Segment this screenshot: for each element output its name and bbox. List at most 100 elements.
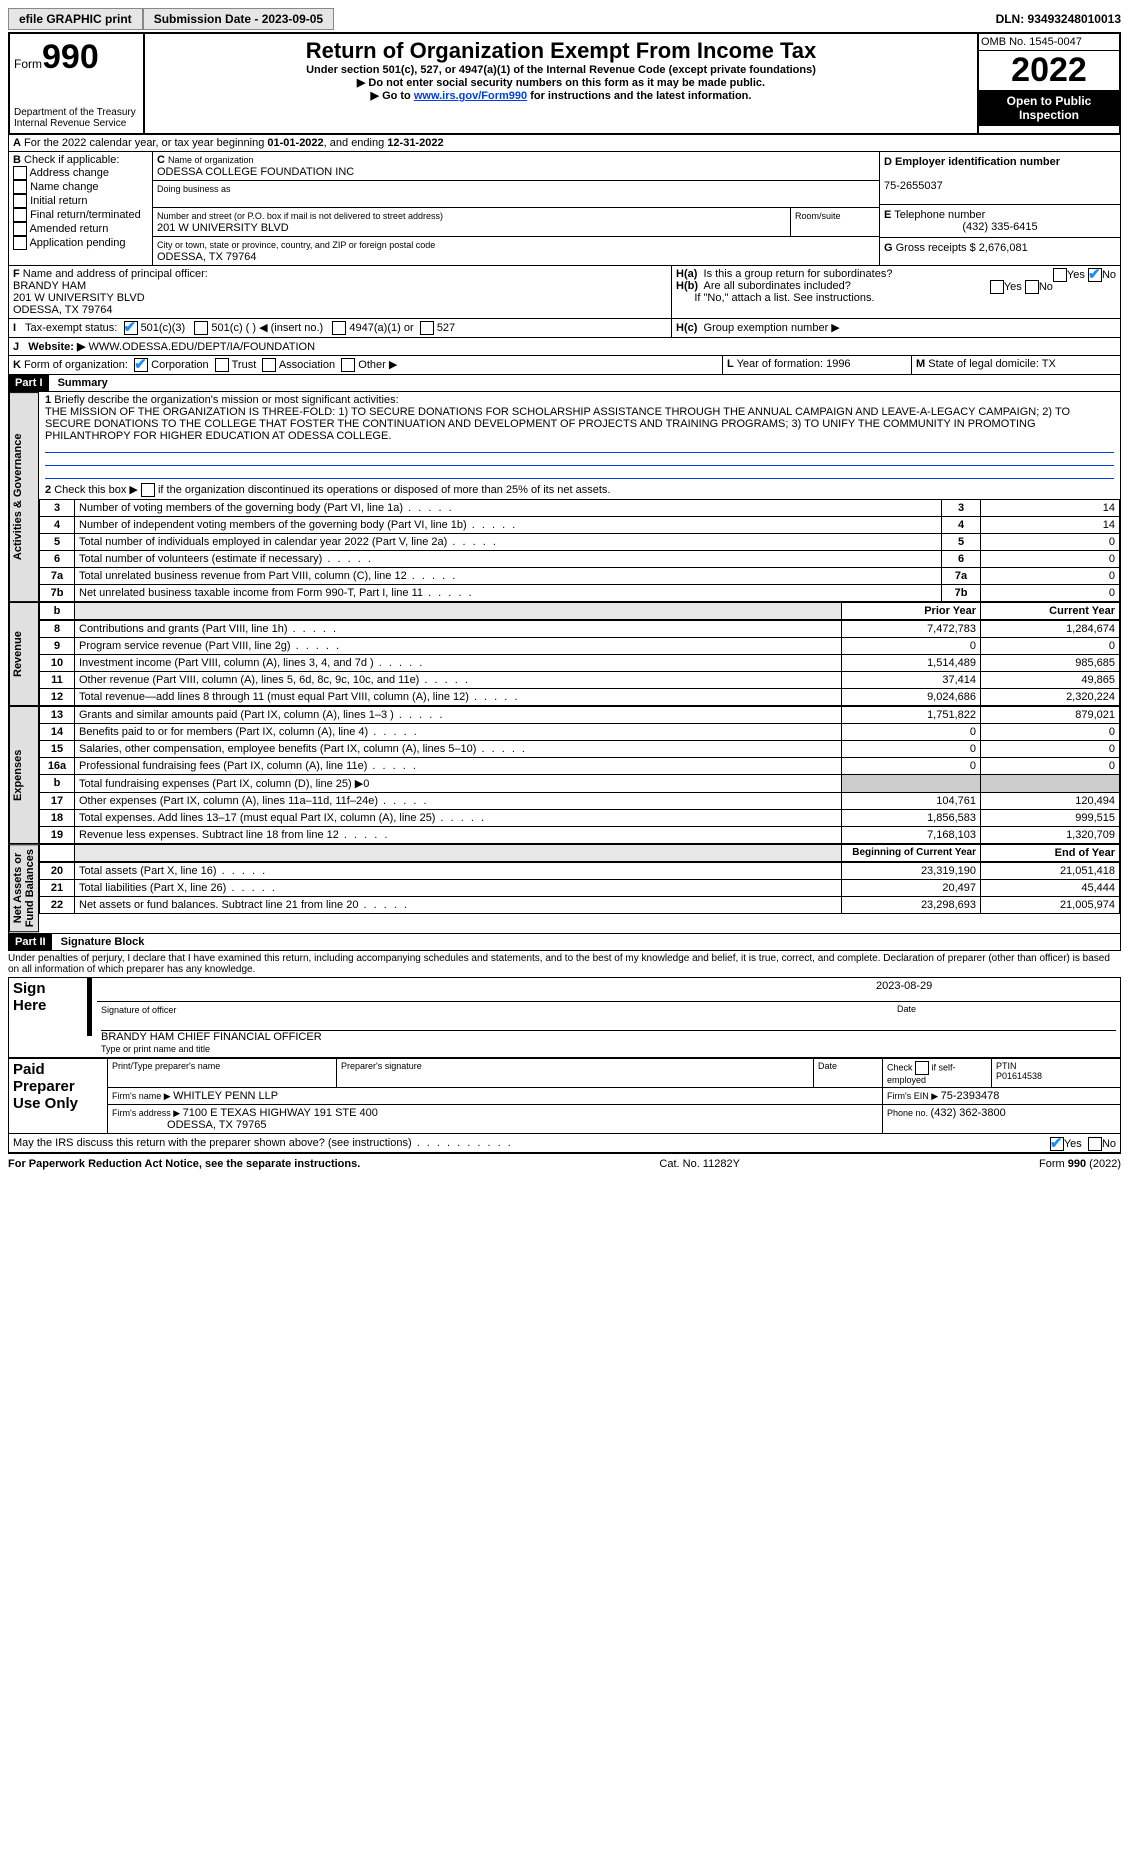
line-text: Total unrelated business revenue from Pa… xyxy=(75,568,942,585)
gross-receipts: 2,676,081 xyxy=(979,242,1028,254)
discuss-text: May the IRS discuss this return with the… xyxy=(13,1137,412,1149)
phone: (432) 335-6415 xyxy=(884,221,1116,233)
part1-header: Part I Summary xyxy=(8,375,1121,392)
ein: 75-2655037 xyxy=(884,180,943,192)
current-value: 879,021 xyxy=(981,707,1120,724)
chk-address[interactable] xyxy=(13,166,27,180)
chk-amended[interactable] xyxy=(13,222,27,236)
chk-initial[interactable] xyxy=(13,194,27,208)
chk-final[interactable] xyxy=(13,208,27,222)
current-value: 21,005,974 xyxy=(981,897,1120,914)
k-other: Other ▶ xyxy=(358,359,397,371)
firm-addr-label: Firm's address ▶ xyxy=(112,1108,183,1118)
officer-addr1: 201 W UNIVERSITY BLVD xyxy=(13,292,145,304)
rev-header-table: bPrior YearCurrent Year xyxy=(39,602,1120,620)
line-value: 0 xyxy=(981,585,1120,602)
a-mid: , and ending xyxy=(324,137,388,149)
goto-prefix: ▶ Go to xyxy=(371,90,414,102)
subtitle2: ▶ Do not enter social security numbers o… xyxy=(149,76,973,89)
form-ref: Form 990 (2022) xyxy=(1039,1158,1121,1170)
part1-title: Summary xyxy=(52,377,108,389)
officer-printed: BRANDY HAM CHIEF FINANCIAL OFFICER xyxy=(101,1031,322,1043)
chk-discuss-no[interactable] xyxy=(1088,1137,1102,1151)
line-text: Professional fundraising fees (Part IX, … xyxy=(75,758,842,775)
omb-number: OMB No. 1545-0047 xyxy=(979,34,1119,51)
vert-rev: Revenue xyxy=(9,602,39,706)
j-label: Website: ▶ xyxy=(28,341,85,353)
opt-pending: Application pending xyxy=(29,237,125,249)
street: 201 W UNIVERSITY BLVD xyxy=(157,222,289,234)
line-text: Program service revenue (Part VIII, line… xyxy=(75,638,842,655)
m-label: State of legal domicile: xyxy=(928,358,1042,370)
line-num: 6 xyxy=(40,551,75,568)
chk-corp[interactable] xyxy=(134,358,148,372)
chk-hb-yes[interactable] xyxy=(990,280,1004,294)
current-value: 45,444 xyxy=(981,880,1120,897)
i-row: I Tax-exempt status: 501(c)(3) 501(c) ( … xyxy=(8,319,1121,338)
chk-assoc[interactable] xyxy=(262,358,276,372)
paid-label: Paid Preparer Use Only xyxy=(13,1061,103,1112)
part2-header: Part II Signature Block xyxy=(8,934,1121,951)
line-num: 10 xyxy=(40,655,75,672)
chk-self-emp[interactable] xyxy=(915,1061,929,1075)
chk-discontinued[interactable] xyxy=(141,483,155,497)
chk-ha-no[interactable] xyxy=(1088,268,1102,282)
k-label: Form of organization: xyxy=(24,359,128,371)
chk-527[interactable] xyxy=(420,321,434,335)
hb-no: No xyxy=(1039,281,1053,293)
line-text: Total number of individuals employed in … xyxy=(75,534,942,551)
submission-date-button[interactable]: Submission Date - 2023-09-05 xyxy=(143,8,334,30)
efile-button[interactable]: efile GRAPHIC print xyxy=(8,8,143,30)
prior-value: 7,168,103 xyxy=(842,827,981,844)
box-num: 3 xyxy=(942,500,981,517)
chk-name[interactable] xyxy=(13,180,27,194)
prep-sig-label: Preparer's signature xyxy=(337,1059,814,1088)
footer: For Paperwork Reduction Act Notice, see … xyxy=(8,1153,1121,1170)
nab-header-table: Beginning of Current YearEnd of Year xyxy=(39,844,1120,862)
current-value: 49,865 xyxy=(981,672,1120,689)
i-4947: 4947(a)(1) or xyxy=(349,322,413,334)
line-num: 8 xyxy=(40,621,75,638)
form-header: Form990 Department of the Treasury Inter… xyxy=(8,34,1121,135)
line-num: 11 xyxy=(40,672,75,689)
line-num: 15 xyxy=(40,741,75,758)
chk-hb-no[interactable] xyxy=(1025,280,1039,294)
chk-pending[interactable] xyxy=(13,236,27,250)
irs-link[interactable]: www.irs.gov/Form990 xyxy=(414,90,527,102)
type-name-label: Type or print name and title xyxy=(101,1044,210,1054)
hb-label: Are all subordinates included? xyxy=(704,280,851,292)
fh-row: F Name and address of principal officer:… xyxy=(8,266,1121,319)
chk-4947[interactable] xyxy=(332,321,346,335)
form-id-cell: Form990 Department of the Treasury Inter… xyxy=(10,34,145,133)
sig-officer-label: Signature of officer xyxy=(101,1005,176,1015)
discuss-yes: Yes xyxy=(1064,1138,1082,1150)
chk-ha-yes[interactable] xyxy=(1053,268,1067,282)
part1-body: Activities & Governance 1 Briefly descri… xyxy=(8,392,1121,933)
form-number: 990 xyxy=(42,38,99,76)
line-value: 14 xyxy=(981,500,1120,517)
vert-exp: Expenses xyxy=(9,706,39,844)
current-value: 1,320,709 xyxy=(981,827,1120,844)
date-label: Date xyxy=(897,1004,916,1014)
g-label: Gross receipts $ xyxy=(896,242,979,254)
cat-no: Cat. No. 11282Y xyxy=(659,1158,740,1170)
chk-501c3[interactable] xyxy=(124,321,138,335)
chk-other[interactable] xyxy=(341,358,355,372)
sign-here-table: Sign Here 2023-08-29 Signature of office… xyxy=(8,977,1121,1059)
current-value: 999,515 xyxy=(981,810,1120,827)
box-num: 7b xyxy=(942,585,981,602)
klm-row: K Form of organization: Corporation Trus… xyxy=(8,356,1121,375)
subtitle3: ▶ Go to www.irs.gov/Form990 for instruct… xyxy=(149,89,973,102)
opt-final: Final return/terminated xyxy=(30,209,141,221)
chk-trust[interactable] xyxy=(215,358,229,372)
line-num: b xyxy=(40,775,75,793)
street-label: Number and street (or P.O. box if mail i… xyxy=(157,211,443,221)
chk-discuss-yes[interactable] xyxy=(1050,1137,1064,1151)
form-title: Return of Organization Exempt From Incom… xyxy=(149,38,973,64)
firm-ein: 75-2393478 xyxy=(941,1090,1000,1102)
mission-text: THE MISSION OF THE ORGANIZATION IS THREE… xyxy=(45,406,1070,442)
chk-501c[interactable] xyxy=(194,321,208,335)
website: WWW.ODESSA.EDU/DEPT/IA/FOUNDATION xyxy=(89,341,316,353)
i-501c3: 501(c)(3) xyxy=(141,322,186,334)
hdr-current: Current Year xyxy=(981,603,1120,620)
